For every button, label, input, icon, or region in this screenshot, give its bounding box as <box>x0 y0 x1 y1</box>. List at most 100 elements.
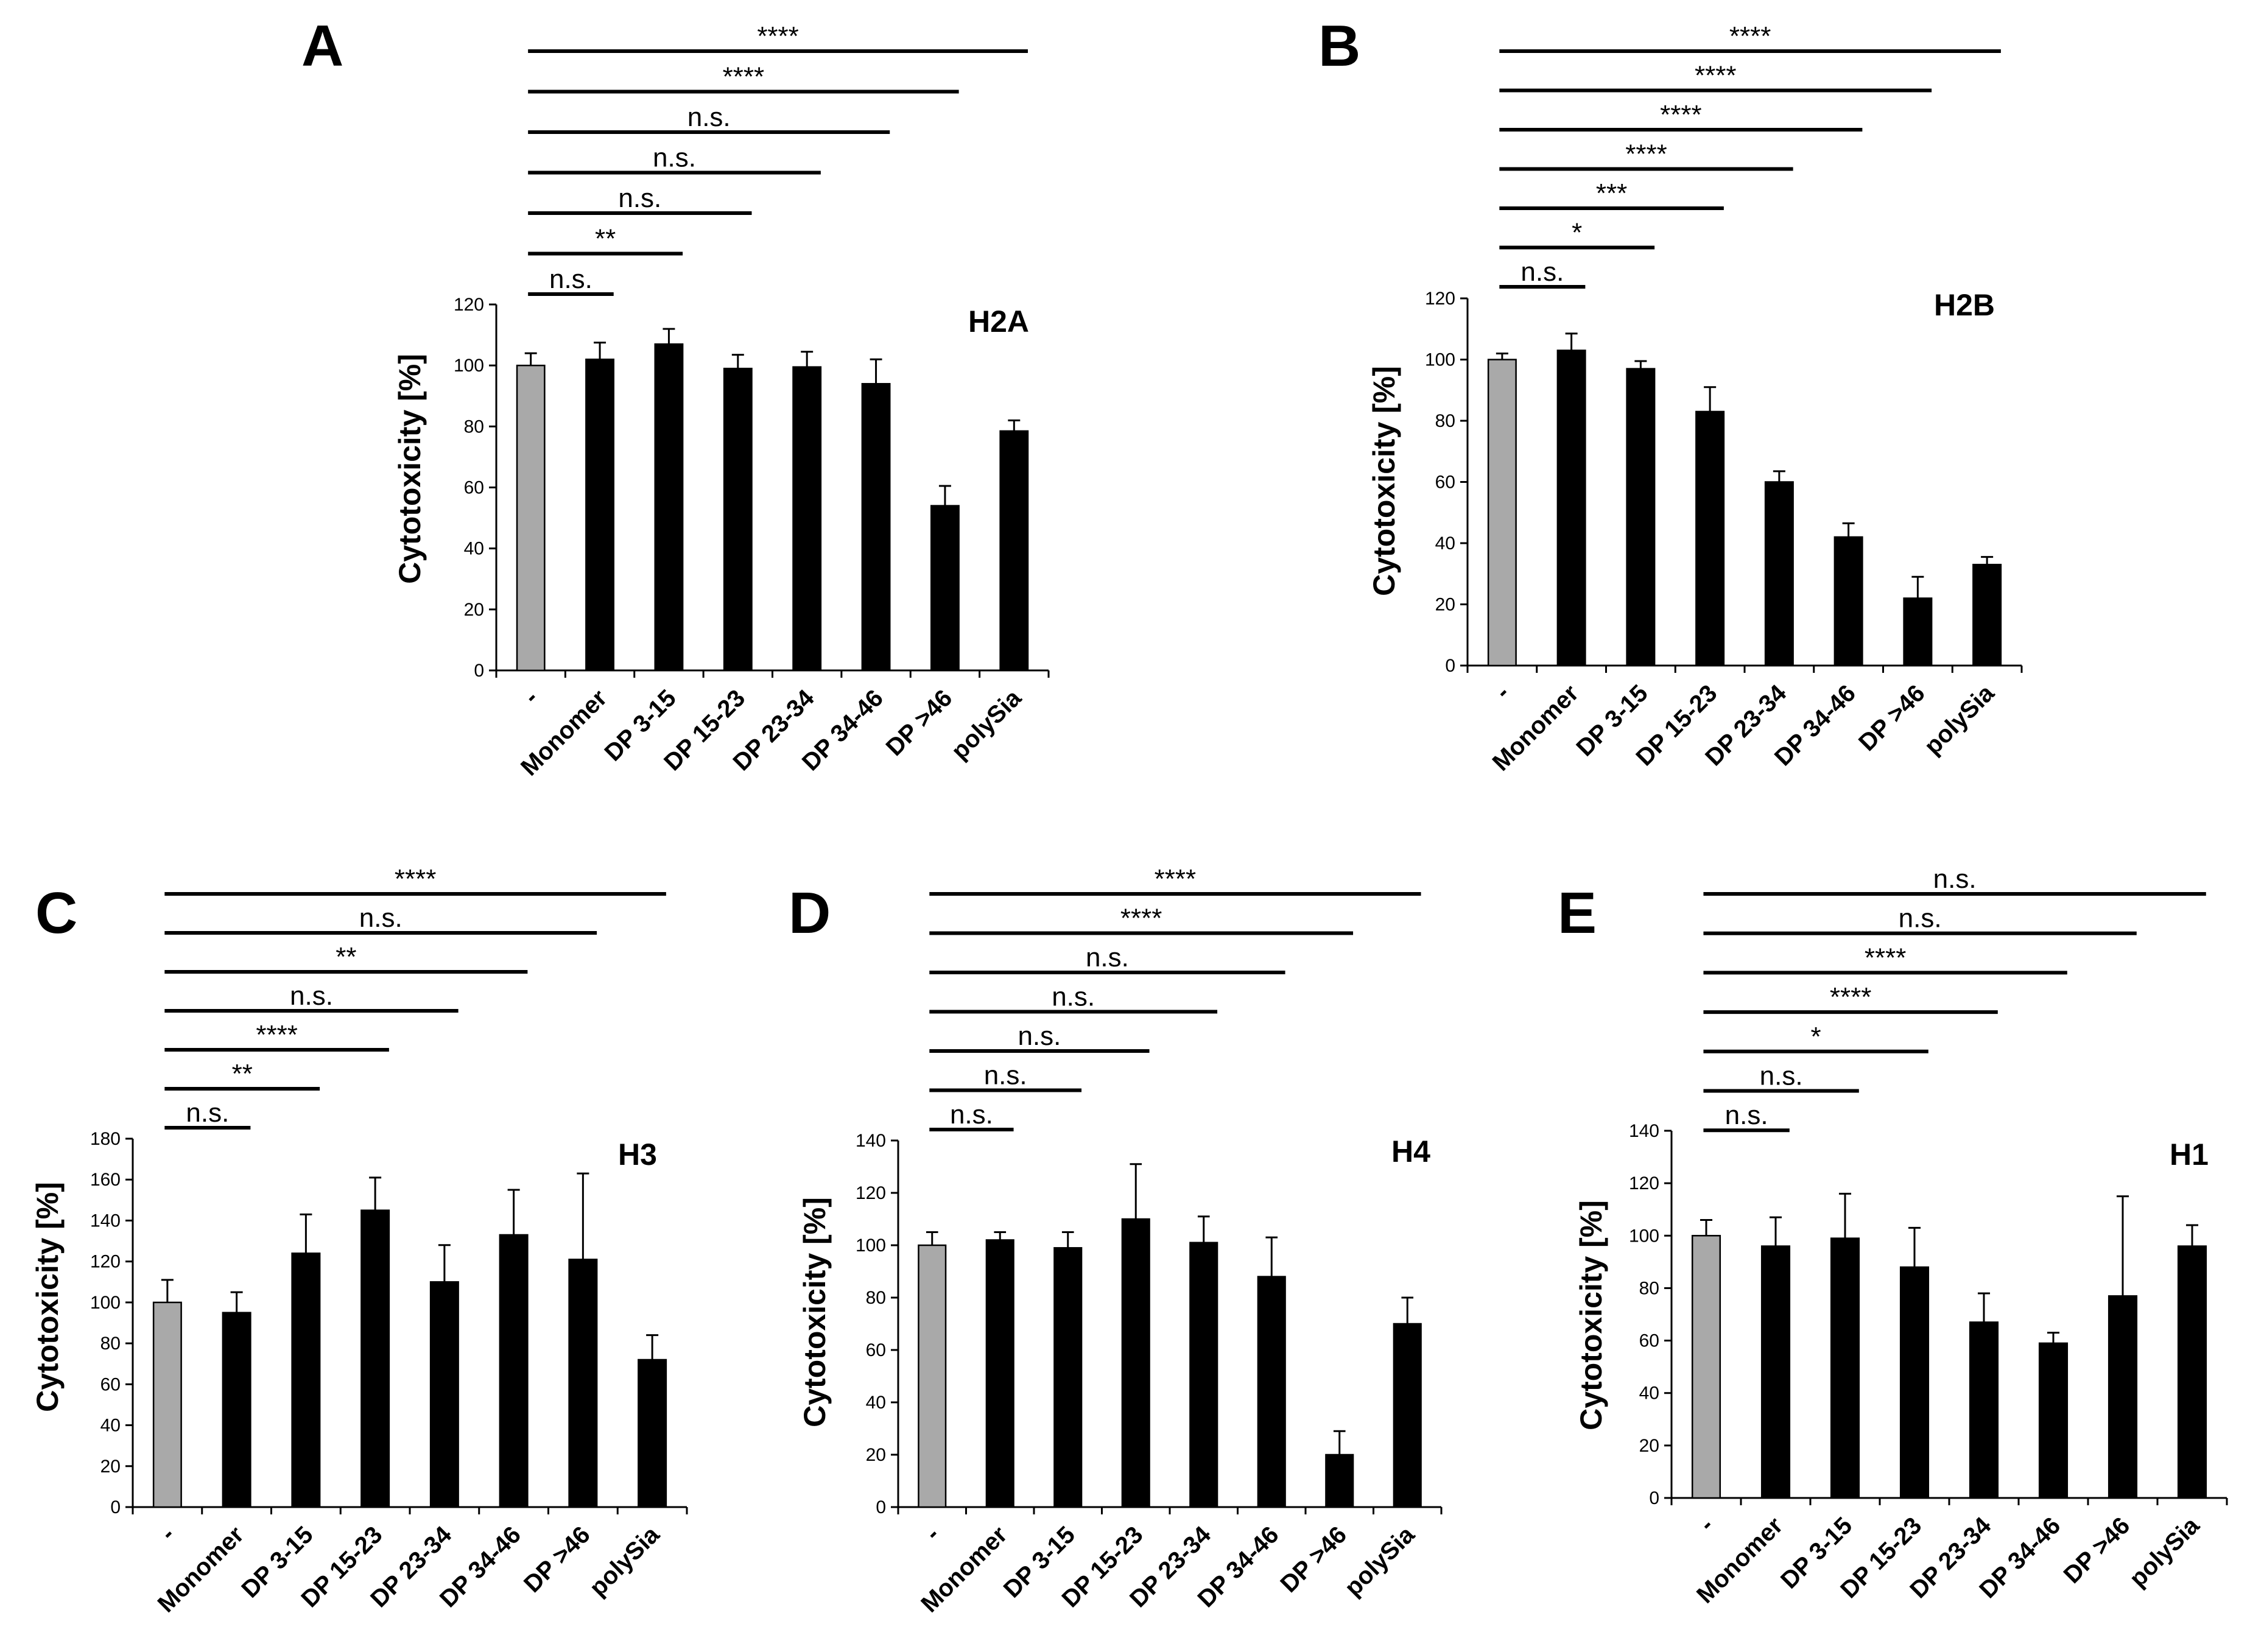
y-tick-label: 80 <box>1639 1278 1659 1298</box>
significance-label: n.s. <box>1086 943 1129 972</box>
bar <box>291 1252 321 1508</box>
y-tick-label: 120 <box>1425 289 1455 309</box>
y-tick-label: 40 <box>866 1393 886 1413</box>
bar <box>930 505 960 672</box>
bar <box>1899 1266 1930 1499</box>
y-tick-label: 60 <box>464 478 484 498</box>
y-axis-label: Cytotoxicity [%] <box>393 354 427 584</box>
bar <box>1487 359 1517 667</box>
significance-label: n.s. <box>618 183 661 213</box>
y-tick-label: 80 <box>100 1334 121 1354</box>
y-tick-label: 40 <box>464 539 484 559</box>
significance-label: n.s. <box>1760 1061 1803 1091</box>
bar <box>1760 1245 1791 1499</box>
chart-title: H1 <box>2170 1137 2209 1172</box>
significance-label: n.s. <box>186 1098 229 1128</box>
bar <box>1691 1235 1721 1499</box>
significance-label: n.s. <box>549 264 592 294</box>
bar <box>2177 1245 2207 1499</box>
significance-label: **** <box>1729 21 1771 51</box>
bar <box>723 367 753 672</box>
y-tick-label: 100 <box>90 1293 121 1313</box>
y-tick-label: 100 <box>856 1235 886 1256</box>
significance-label: * <box>1572 218 1582 248</box>
significance-label: **** <box>256 1020 298 1050</box>
significance-label: n.s. <box>1899 904 1942 933</box>
y-tick-label: 60 <box>1639 1331 1659 1351</box>
bar <box>1189 1242 1218 1508</box>
significance-label: **** <box>1625 139 1667 169</box>
significance-label: n.s. <box>290 981 333 1011</box>
bar <box>638 1359 667 1508</box>
y-tick-label: 60 <box>866 1340 886 1360</box>
significance-label: **** <box>1865 943 1907 972</box>
y-tick-label: 20 <box>866 1445 886 1465</box>
bar <box>1556 350 1586 667</box>
significance-label: n.s. <box>687 102 731 132</box>
y-tick-label: 40 <box>1435 533 1455 554</box>
y-tick-label: 100 <box>1425 350 1455 370</box>
bar <box>2108 1295 2138 1499</box>
bar <box>2038 1342 2069 1499</box>
y-tick-label: 40 <box>1639 1383 1659 1404</box>
significance-label: **** <box>757 21 799 51</box>
bar <box>1903 597 1933 667</box>
bar <box>1833 536 1863 667</box>
significance-label: **** <box>1695 61 1737 91</box>
bar <box>1257 1276 1286 1508</box>
significance-label: ** <box>336 942 356 972</box>
y-axis-label: Cytotoxicity [%] <box>798 1197 832 1427</box>
significance-label: ** <box>595 224 616 254</box>
panel-letter: B <box>1318 13 1360 79</box>
y-tick-label: 0 <box>1649 1488 1659 1508</box>
y-tick-label: 140 <box>90 1211 121 1231</box>
bar <box>918 1244 947 1508</box>
chart-title: H4 <box>1391 1134 1430 1169</box>
bar <box>1764 481 1794 667</box>
significance-label: *** <box>1596 178 1627 208</box>
y-tick-label: 120 <box>1629 1173 1659 1193</box>
significance-label: n.s. <box>1725 1100 1768 1130</box>
y-tick-label: 100 <box>454 356 484 376</box>
significance-label: **** <box>723 62 765 92</box>
y-tick-label: 20 <box>1639 1436 1659 1456</box>
y-tick-label: 180 <box>90 1129 121 1149</box>
bar <box>792 366 822 672</box>
y-tick-label: 20 <box>1435 595 1455 615</box>
y-tick-label: 80 <box>866 1288 886 1308</box>
bar <box>1969 1321 1999 1499</box>
bar <box>152 1301 182 1508</box>
y-tick-label: 140 <box>856 1131 886 1151</box>
y-tick-label: 60 <box>100 1374 121 1394</box>
y-tick-label: 40 <box>100 1416 121 1436</box>
significance-label: n.s. <box>359 903 403 933</box>
bar <box>861 382 891 672</box>
chart-title: H2A <box>968 304 1029 339</box>
bar <box>429 1281 459 1508</box>
significance-label: **** <box>1120 904 1162 933</box>
bar <box>499 1234 529 1508</box>
bar <box>360 1209 390 1508</box>
y-tick-label: 100 <box>1629 1226 1659 1246</box>
panel-letter: E <box>1558 880 1597 946</box>
bar <box>1121 1218 1150 1508</box>
bar <box>1695 410 1725 667</box>
significance-label: n.s. <box>984 1061 1027 1091</box>
y-tick-label: 0 <box>876 1497 886 1517</box>
significance-label: n.s. <box>1052 982 1095 1012</box>
y-tick-label: 0 <box>474 661 484 681</box>
significance-label: **** <box>1660 100 1702 130</box>
bar <box>1393 1323 1422 1508</box>
bar <box>1972 563 2002 667</box>
significance-label: * <box>1811 1022 1821 1052</box>
significance-label: **** <box>1155 864 1197 894</box>
bar <box>999 430 1029 672</box>
significance-label: n.s. <box>1933 864 1977 894</box>
chart-title: H3 <box>618 1137 657 1172</box>
y-tick-label: 60 <box>1435 473 1455 493</box>
bar <box>516 364 546 672</box>
bar <box>568 1259 598 1508</box>
y-axis-label: Cytotoxicity [%] <box>1367 366 1401 596</box>
significance-label: ** <box>232 1059 253 1089</box>
